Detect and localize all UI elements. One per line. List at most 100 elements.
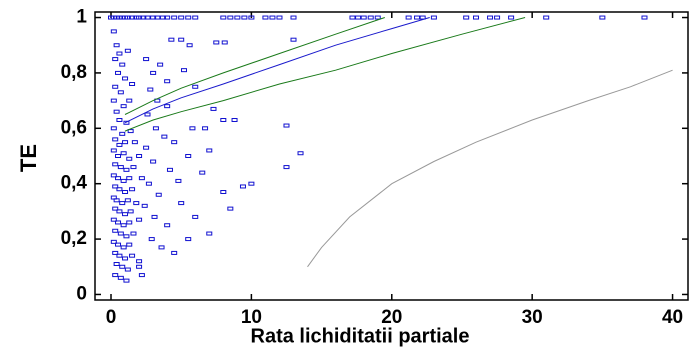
data-point <box>129 187 136 192</box>
data-point <box>124 48 131 53</box>
data-point <box>138 176 145 181</box>
data-point <box>508 15 515 20</box>
data-point <box>113 109 120 114</box>
data-point <box>122 212 129 217</box>
data-point <box>117 90 124 95</box>
data-point <box>213 40 220 45</box>
data-point <box>131 140 138 145</box>
data-point <box>120 151 127 156</box>
data-point <box>171 250 178 255</box>
data-point <box>112 250 119 255</box>
data-point <box>220 118 227 122</box>
data-point <box>110 239 117 244</box>
data-point <box>181 68 188 73</box>
data-point <box>164 15 171 20</box>
data-point <box>161 134 168 139</box>
data-point <box>290 37 297 42</box>
data-point <box>110 126 117 131</box>
data-point <box>129 82 136 86</box>
data-point <box>166 167 173 172</box>
data-point <box>262 15 269 20</box>
data-point <box>136 217 143 222</box>
y-tick-label: 0,6 <box>61 117 87 138</box>
y-tick-label: 0,4 <box>61 173 88 194</box>
data-point <box>123 278 130 283</box>
data-point <box>110 173 117 178</box>
data-point <box>123 120 130 125</box>
data-point <box>154 15 161 20</box>
data-point <box>120 245 127 250</box>
data-point <box>129 253 136 258</box>
data-point <box>112 184 119 189</box>
data-point <box>206 231 213 236</box>
data-point <box>599 15 606 20</box>
data-point <box>430 15 437 20</box>
data-point <box>178 201 185 206</box>
data-point <box>140 15 147 20</box>
data-point <box>150 159 157 164</box>
data-point <box>473 15 480 20</box>
data-point <box>130 231 137 236</box>
data-point <box>124 15 131 20</box>
data-point <box>116 209 123 214</box>
data-point <box>122 140 129 145</box>
data-point <box>116 253 123 258</box>
data-point <box>405 15 412 20</box>
x-tick-label: 10 <box>241 307 262 328</box>
data-point <box>112 273 119 278</box>
x-axis-label: Rata lichiditatii partiale <box>251 325 470 347</box>
data-point <box>360 15 367 20</box>
y-tick-label: 0 <box>76 283 87 304</box>
data-point <box>133 201 140 206</box>
data-point <box>124 267 131 272</box>
data-point <box>231 118 238 122</box>
data-point <box>150 70 157 75</box>
data-point <box>115 154 122 158</box>
data-point <box>141 203 148 208</box>
data-point <box>112 84 119 89</box>
data-point <box>112 137 119 142</box>
data-point <box>136 259 143 264</box>
data-point <box>220 190 227 194</box>
data-point <box>120 223 127 228</box>
data-point <box>116 118 123 122</box>
data-point <box>113 262 120 266</box>
data-point <box>206 148 213 153</box>
data-point <box>152 126 159 131</box>
data-point <box>130 165 137 170</box>
data-point <box>164 79 171 84</box>
data-point <box>127 209 134 214</box>
data-point <box>122 190 129 194</box>
data-point <box>136 15 143 20</box>
data-point <box>112 162 119 167</box>
data-point <box>234 15 241 20</box>
data-point <box>283 165 290 170</box>
data-point <box>120 104 127 109</box>
data-point <box>119 62 126 67</box>
data-point <box>124 198 131 203</box>
fit-line <box>124 17 385 115</box>
x-tick-label: 0 <box>106 307 117 328</box>
data-point <box>115 242 122 247</box>
data-point <box>150 15 157 20</box>
data-point <box>136 154 143 158</box>
data-point <box>129 15 136 20</box>
data-point <box>175 178 182 183</box>
data-point <box>414 15 421 20</box>
y-tick-label: 1 <box>76 7 87 28</box>
data-point <box>117 231 124 236</box>
data-point <box>115 176 122 181</box>
fit-line <box>124 17 526 132</box>
data-point <box>227 15 234 20</box>
data-point <box>144 15 151 20</box>
data-point <box>186 43 193 48</box>
data-point <box>158 245 165 250</box>
data-point <box>189 126 196 131</box>
data-point <box>155 192 162 197</box>
data-point <box>220 15 227 20</box>
data-point <box>202 126 209 131</box>
data-point <box>290 15 297 20</box>
x-tick-label: 30 <box>522 307 543 328</box>
data-point <box>185 154 192 158</box>
